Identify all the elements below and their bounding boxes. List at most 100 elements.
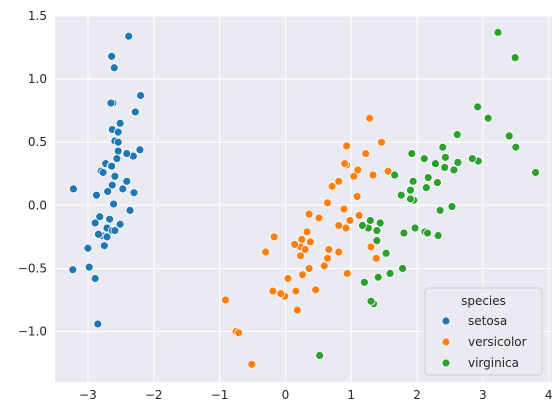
point-versicolor: [334, 221, 344, 230]
point-versicolor: [247, 359, 257, 369]
legend-box: [424, 287, 543, 376]
point-versicolor: [306, 237, 315, 247]
point-versicolor: [340, 159, 350, 169]
x-tick-label: −1: [211, 388, 229, 402]
point-setosa: [115, 118, 125, 128]
point-virginica: [433, 178, 442, 187]
legend-marker-setosa: [441, 316, 451, 326]
point-versicolor: [339, 204, 349, 214]
point-versicolor: [269, 232, 279, 242]
point-virginica: [381, 248, 391, 258]
point-versicolor: [324, 245, 334, 254]
data-points: [68, 28, 540, 369]
point-virginica: [453, 157, 463, 167]
point-versicolor: [304, 264, 314, 273]
point-virginica: [510, 53, 520, 63]
y-tick-labels: −1.0 −0.5 0.0 0.5 1.0 1.5: [18, 9, 47, 339]
legend-title: species: [461, 294, 506, 308]
point-versicolor: [366, 242, 376, 252]
point-versicolor: [383, 166, 393, 176]
point-setosa: [109, 199, 118, 209]
point-virginica: [473, 102, 483, 112]
point-virginica: [493, 28, 503, 37]
point-setosa: [95, 212, 105, 222]
point-setosa: [90, 274, 100, 283]
point-setosa: [113, 127, 123, 137]
point-virginica: [398, 264, 407, 273]
point-versicolor: [353, 165, 363, 175]
point-virginica: [435, 205, 445, 215]
x-tick-label: 3: [479, 388, 487, 402]
point-virginica: [373, 272, 383, 282]
point-versicolor: [268, 286, 278, 296]
point-versicolor: [291, 286, 301, 296]
legend-label-versicolor: versicolor: [468, 335, 527, 349]
point-virginica: [410, 223, 420, 233]
point-versicolor: [361, 149, 371, 158]
point-versicolor: [371, 253, 381, 263]
point-virginica: [483, 113, 493, 123]
point-virginica: [385, 269, 395, 278]
point-virginica: [511, 142, 521, 152]
point-virginica: [467, 154, 477, 164]
point-setosa: [106, 98, 116, 108]
y-tick-label: 0.0: [28, 198, 47, 212]
point-setosa: [90, 218, 100, 228]
point-setosa: [136, 91, 145, 100]
point-setosa: [83, 243, 93, 253]
x-tick-label: 1: [347, 388, 355, 402]
point-virginica: [375, 218, 385, 228]
point-setosa: [98, 168, 108, 177]
point-setosa: [105, 214, 115, 224]
point-setosa: [109, 63, 119, 73]
point-versicolor: [365, 113, 375, 123]
grid-lines: [55, 15, 552, 382]
point-versicolor: [302, 227, 312, 237]
point-virginica: [423, 173, 433, 182]
point-virginica: [504, 131, 514, 141]
point-setosa: [107, 161, 117, 171]
point-versicolor: [377, 137, 386, 147]
point-setosa: [84, 262, 94, 272]
x-tick-label: −3: [79, 388, 97, 402]
point-setosa: [107, 51, 117, 61]
point-virginica: [433, 231, 443, 241]
point-versicolor: [283, 274, 293, 283]
point-virginica: [531, 168, 540, 177]
point-versicolor: [314, 213, 324, 223]
point-setosa: [135, 145, 145, 155]
point-versicolor: [345, 216, 355, 225]
point-setosa: [125, 205, 135, 215]
legend-marker-virginica: [441, 358, 451, 368]
point-versicolor: [334, 176, 344, 186]
point-setosa: [130, 107, 140, 117]
point-versicolor: [323, 198, 332, 208]
point-setosa: [113, 137, 123, 147]
point-setosa: [107, 180, 117, 190]
y-tick-label: 1.5: [28, 9, 47, 23]
point-setosa: [112, 154, 122, 164]
point-versicolor: [342, 141, 352, 151]
point-virginica: [447, 202, 457, 211]
point-virginica: [419, 154, 429, 164]
point-setosa: [115, 219, 125, 229]
point-versicolor: [327, 181, 337, 191]
point-versicolor: [234, 328, 244, 338]
point-setosa: [69, 184, 78, 194]
point-virginica: [438, 142, 448, 152]
point-virginica: [365, 216, 375, 225]
point-versicolor: [368, 170, 378, 180]
point-versicolor: [298, 270, 307, 280]
point-setosa: [129, 188, 139, 198]
point-virginica: [366, 296, 376, 306]
legend-label-setosa: setosa: [468, 314, 507, 328]
point-virginica: [399, 228, 409, 238]
x-tick-label: −2: [145, 388, 163, 402]
point-virginica: [315, 351, 325, 360]
point-versicolor: [323, 253, 332, 263]
legend-marker-versicolor: [441, 337, 451, 347]
y-tick-label: 1.0: [28, 72, 47, 86]
point-virginica: [406, 194, 415, 204]
point-versicolor: [297, 234, 307, 244]
